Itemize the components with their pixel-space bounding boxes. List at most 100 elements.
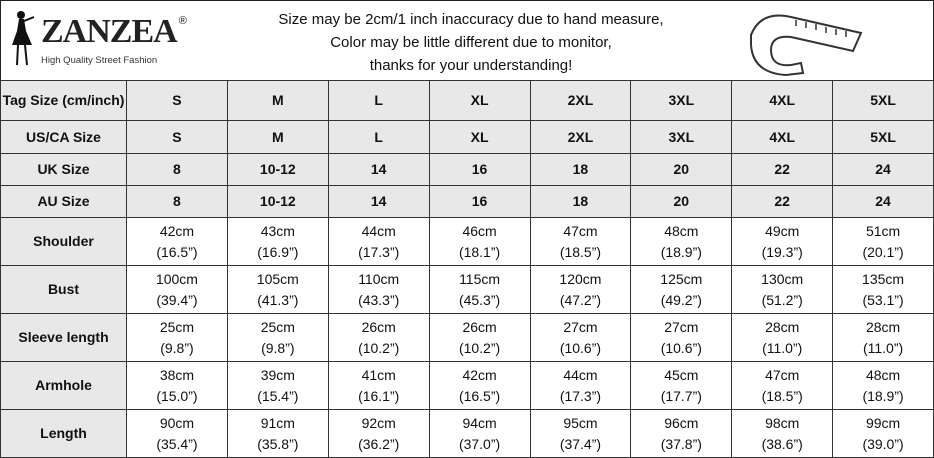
inch-value: (10.6”) [559,339,602,356]
measurement-cell: 25cm (9.8”) [226,313,329,362]
inch-value: (39.0”) [862,435,904,452]
cm-value: 135cm [862,270,905,287]
cm-value: 25cm [159,318,195,335]
measurement-cell: 43cm (16.9”) [226,217,329,266]
inch-value: (15.4”) [257,387,299,404]
notice-line: Color may be little different due to mon… [330,34,612,51]
cm-value: 49cm [765,222,800,239]
row-label: Bust [0,265,127,314]
cm-value: 28cm [765,318,800,335]
measurement-cell: 94cm (37.0”) [428,409,531,458]
inch-value: (18.5”) [761,387,803,404]
size-cell: 16 [428,153,531,186]
measurement-cell: 48cm (18.9”) [832,361,934,410]
inch-value: (47.2”) [559,291,602,308]
measurement-cell: 120cm (47.2”) [529,265,632,314]
inch-value: (18.9”) [862,387,904,404]
cm-value: 94cm [462,414,497,431]
cm-value: 39cm [260,366,295,383]
measurement-cell: 130cm (51.2”) [731,265,834,314]
cm-value: 51cm [865,222,901,239]
inch-value: (9.8”) [261,339,295,356]
inch-value: (43.3”) [358,291,400,308]
cm-value: 96cm [664,414,699,431]
measurement-cell: 105cm (41.3”) [226,265,329,314]
measurement-cell: 99cm (39.0”) [832,409,934,458]
inch-value: (18.9”) [660,243,702,260]
row-label: Shoulder [0,217,127,266]
measurement-cell: 27cm (10.6”) [630,313,733,362]
registered-mark: ® [178,15,187,27]
inch-value: (10.6”) [660,339,702,356]
measurement-row: Bust 100cm (39.4”) 105cm (41.3”) 110cm (43.3”)… [0,265,934,314]
size-cell: 10-12 [226,185,329,218]
cm-value: 44cm [563,366,598,383]
inch-value: (17.3”) [559,387,602,404]
size-cell: 16 [428,185,531,218]
measurement-cell: 25cm (9.8”) [126,313,228,362]
measurement-row: Shoulder 42cm (16.5”) 43cm (16.9”) 44cm (17.3”… [0,217,934,266]
measurement-cell: 115cm (45.3”) [428,265,531,314]
measurement-cell: 26cm (10.2”) [327,313,430,362]
cm-value: 38cm [159,366,195,383]
inch-value: (37.4”) [559,435,602,452]
inch-value: (41.3”) [257,291,299,308]
cm-value: 120cm [559,270,602,287]
measuring-tape-icon [750,14,863,77]
inch-value: (20.1”) [862,243,904,260]
inch-value: (37.8”) [660,435,702,452]
size-cell: 2XL [529,120,632,154]
measurement-cell: 47cm (18.5”) [529,217,632,266]
measurement-cell: 135cm (53.1”) [832,265,934,314]
size-cell: 22 [731,185,834,218]
measurement-cell: 90cm (35.4”) [126,409,228,458]
inch-value: (16.1”) [358,387,400,404]
inch-value: (10.2”) [458,339,501,356]
cm-value: 43cm [260,222,295,239]
cm-value: 26cm [462,318,497,335]
cm-value: 46cm [462,222,497,239]
row-label: US/CA Size [0,120,127,154]
row-label: Sleeve length [0,313,127,362]
size-cell: 22 [731,153,834,186]
cm-value: 110cm [358,270,400,287]
inch-value: (17.7”) [660,387,702,404]
cm-value: 48cm [664,222,699,239]
size-cell: 5XL [832,120,934,154]
size-cell: S [126,80,228,121]
inch-value: (9.8”) [160,339,194,356]
measurement-cell: 44cm (17.3”) [529,361,632,410]
size-cell: S [126,120,228,154]
brand-logo: ZANZEA ® High Quality Street Fashion [7,9,232,73]
measurement-cell: 100cm (39.4”) [126,265,228,314]
cm-value: 95cm [563,414,598,431]
size-cell: XL [428,80,531,121]
measurement-cell: 95cm (37.4”) [529,409,632,458]
cm-value: 92cm [361,414,396,431]
inch-value: (38.6”) [761,435,803,452]
measurement-cell: 26cm (10.2”) [428,313,531,362]
size-row: US/CA Size S M L XL 2XL 3XL 4XL 5XL [0,120,934,154]
brand-name: ZANZEA [41,13,178,50]
row-label: UK Size [0,153,127,186]
measurement-cell: 42cm (16.5”) [126,217,228,266]
measurement-cell: 28cm (11.0”) [832,313,934,362]
measurement-cell: 28cm (11.0”) [731,313,834,362]
measurement-cell: 125cm (49.2”) [630,265,733,314]
cm-value: 115cm [459,270,501,287]
size-cell: XL [428,120,531,154]
size-cell: 18 [529,185,632,218]
measurement-cell: 98cm (38.6”) [731,409,834,458]
size-row: AU Size 8 10-12 14 16 18 20 22 24 [0,185,934,218]
inch-value: (37.0”) [458,435,501,452]
measurement-cell: 42cm (16.5”) [428,361,531,410]
measurement-cell: 39cm (15.4”) [226,361,329,410]
size-notice: Size may be 2cm/1 inch inaccuracy due to… [241,8,701,77]
row-label: Armhole [0,361,127,410]
measurement-cell: 38cm (15.0”) [126,361,228,410]
size-cell: 20 [630,185,733,218]
inch-value: (17.3”) [358,243,400,260]
cm-value: 105cm [256,270,299,287]
cm-value: 125cm [660,270,703,287]
cm-value: 42cm [462,366,497,383]
